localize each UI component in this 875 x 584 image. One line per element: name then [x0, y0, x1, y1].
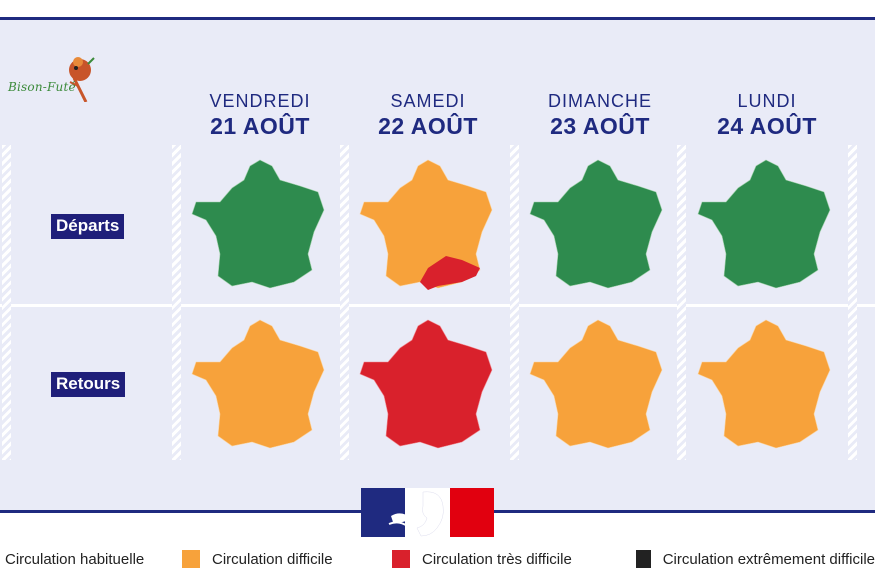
logo-text: Bison-Futé [8, 80, 76, 94]
day-header-4: LUNDI 24 AOÛT [682, 90, 852, 140]
day-name: SAMEDI [390, 91, 466, 111]
column-separator [2, 145, 11, 460]
republique-francaise-logo [361, 488, 494, 537]
bison-fute-mascot-icon [69, 57, 95, 103]
day-name: DIMANCHE [547, 91, 652, 111]
day-date: 22 AOÛT [378, 113, 478, 139]
day-name: LUNDI [737, 91, 797, 111]
column-separator [510, 145, 519, 460]
day-date: 21 AOÛT [210, 113, 310, 139]
day-header-3: DIMANCHE 23 AOÛT [515, 90, 685, 140]
row-label-retours: Retours [51, 372, 126, 397]
legend-label: Circulation difficile [212, 550, 333, 568]
france-map-retours-4 [697, 319, 831, 449]
france-map-retours-1 [191, 319, 325, 449]
legend-item-extremement-difficile: Circulation extrêmement difficile [636, 548, 875, 570]
marianne-flag-icon [361, 488, 494, 537]
legend-item-difficile: Circulation difficile [182, 548, 333, 570]
column-separator [677, 145, 686, 460]
legend-label: Circulation très difficile [422, 550, 572, 568]
column-separator [340, 145, 349, 460]
forecast-panel: Bison-Futé VENDREDI 21 AOÛT SAMEDI 22 AO… [0, 20, 875, 510]
day-date: 24 AOÛT [717, 113, 817, 139]
france-map-departs-1 [191, 159, 325, 289]
row-label-departs: Départs [51, 214, 125, 239]
column-separator [172, 145, 181, 460]
legend-item-habituelle: Circulation habituelle [0, 548, 144, 570]
legend-swatch-red [392, 550, 410, 568]
top-rule [0, 17, 875, 20]
day-date: 23 AOÛT [550, 113, 650, 139]
france-map-departs-3 [529, 159, 663, 289]
column-separator [848, 145, 857, 460]
day-header-2: SAMEDI 22 AOÛT [343, 90, 513, 140]
bison-fute-logo: Bison-Futé [8, 50, 103, 103]
france-map-retours-2 [359, 319, 493, 449]
legend-swatch-orange [182, 550, 200, 568]
day-header-1: VENDREDI 21 AOÛT [175, 90, 345, 140]
legend-item-tres-difficile: Circulation très difficile [392, 548, 572, 570]
france-map-retours-3 [529, 319, 663, 449]
france-map-departs-2 [359, 159, 493, 290]
legend-label: Circulation habituelle [5, 550, 145, 568]
day-name: VENDREDI [209, 91, 311, 111]
legend-swatch-black [636, 550, 651, 568]
row-separator [0, 304, 875, 307]
legend-label: Circulation extrêmement difficile [662, 550, 875, 568]
france-map-departs-4 [697, 159, 831, 289]
